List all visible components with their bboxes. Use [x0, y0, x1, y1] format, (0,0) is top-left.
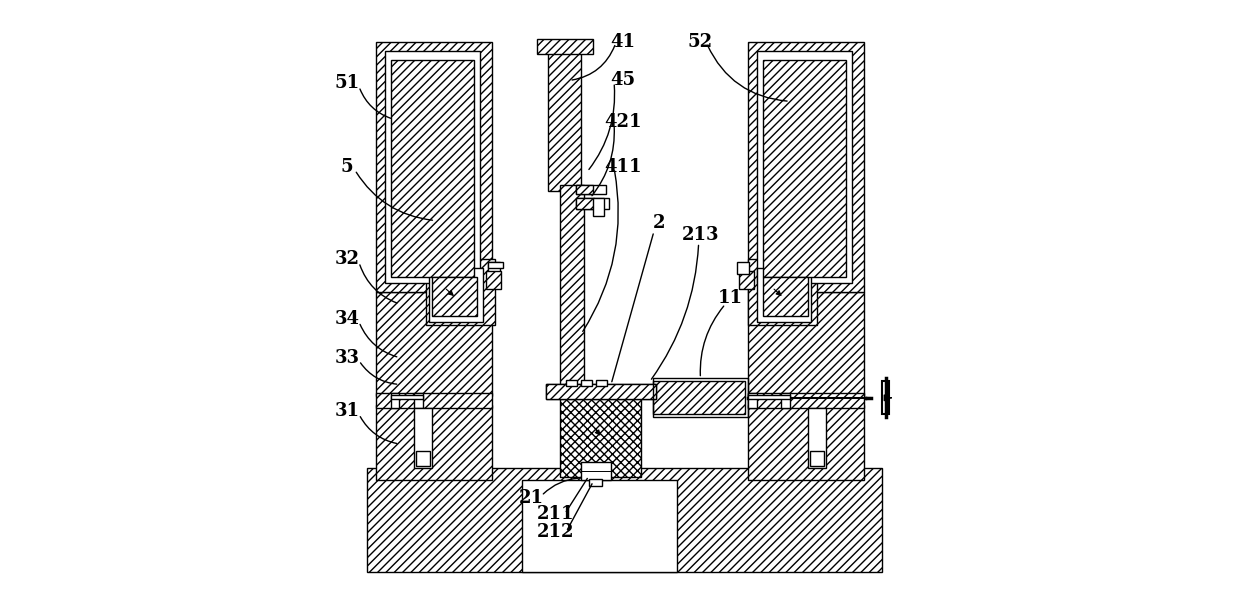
- Bar: [486, 271, 501, 289]
- Bar: [596, 380, 606, 386]
- Bar: [577, 185, 606, 194]
- Text: 31: 31: [335, 402, 360, 420]
- Text: 213: 213: [682, 226, 719, 244]
- Text: 5: 5: [341, 158, 353, 176]
- Text: 212: 212: [537, 523, 574, 541]
- Bar: [560, 396, 641, 477]
- Bar: [522, 480, 677, 572]
- Bar: [384, 51, 480, 283]
- Bar: [376, 393, 492, 408]
- Bar: [560, 185, 584, 390]
- Text: 34: 34: [335, 310, 360, 328]
- Text: 421: 421: [604, 113, 642, 131]
- Bar: [537, 39, 593, 54]
- Bar: [763, 60, 847, 277]
- Bar: [376, 405, 492, 480]
- Bar: [548, 42, 582, 191]
- Text: 11: 11: [718, 289, 743, 307]
- Bar: [414, 408, 433, 468]
- Text: 45: 45: [610, 72, 636, 89]
- Bar: [582, 380, 591, 386]
- Bar: [367, 468, 882, 572]
- Bar: [748, 393, 758, 408]
- Bar: [763, 277, 807, 316]
- Bar: [652, 381, 745, 414]
- Bar: [748, 42, 864, 292]
- Text: 32: 32: [335, 250, 360, 268]
- Text: 41: 41: [610, 33, 635, 51]
- Bar: [748, 292, 864, 396]
- Bar: [652, 378, 748, 417]
- Bar: [748, 393, 864, 408]
- Bar: [882, 381, 889, 414]
- Bar: [577, 198, 609, 209]
- Bar: [487, 262, 502, 268]
- Text: 21: 21: [520, 489, 544, 507]
- Bar: [589, 479, 603, 486]
- Bar: [781, 393, 790, 408]
- Bar: [748, 259, 817, 325]
- Text: 2: 2: [652, 215, 665, 232]
- Text: 52: 52: [688, 33, 713, 51]
- Bar: [391, 395, 423, 399]
- Bar: [546, 384, 656, 399]
- Bar: [758, 268, 811, 322]
- Bar: [376, 42, 492, 292]
- Bar: [391, 393, 399, 408]
- Bar: [582, 462, 611, 480]
- Bar: [429, 268, 482, 322]
- Bar: [810, 451, 823, 466]
- Bar: [748, 395, 790, 399]
- Bar: [748, 405, 864, 480]
- Bar: [739, 271, 754, 289]
- Bar: [487, 262, 500, 274]
- Bar: [567, 380, 577, 386]
- Bar: [414, 393, 423, 408]
- Bar: [593, 198, 604, 216]
- Bar: [738, 262, 749, 274]
- Bar: [577, 185, 593, 194]
- Bar: [758, 51, 852, 283]
- Text: 411: 411: [604, 158, 642, 176]
- Text: 51: 51: [335, 74, 360, 92]
- Bar: [546, 384, 656, 399]
- Bar: [427, 259, 495, 325]
- Bar: [391, 60, 474, 277]
- Bar: [376, 292, 492, 396]
- Bar: [433, 277, 477, 316]
- Bar: [577, 198, 594, 209]
- Bar: [807, 408, 826, 468]
- Bar: [417, 451, 430, 466]
- Text: 33: 33: [335, 349, 360, 367]
- Text: 211: 211: [537, 505, 574, 523]
